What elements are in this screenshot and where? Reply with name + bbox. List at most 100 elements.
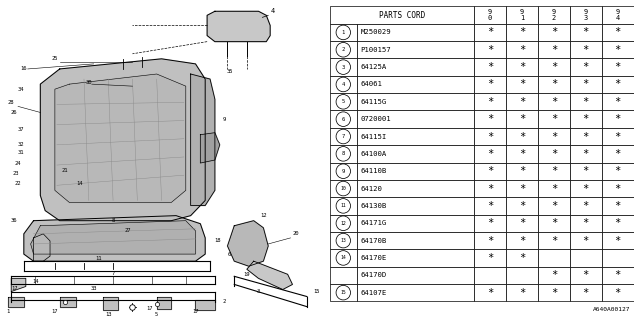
- Text: *: *: [519, 149, 525, 159]
- Text: 20: 20: [292, 231, 299, 236]
- Text: *: *: [487, 253, 493, 263]
- Bar: [474, 110, 506, 128]
- Bar: [538, 163, 570, 180]
- Circle shape: [336, 60, 351, 75]
- Text: *: *: [614, 132, 621, 141]
- Bar: [570, 284, 602, 301]
- Text: *: *: [614, 166, 621, 176]
- Bar: [357, 197, 474, 215]
- Bar: [330, 93, 357, 110]
- Bar: [570, 6, 602, 24]
- Bar: [506, 249, 538, 267]
- Text: *: *: [582, 28, 589, 37]
- Text: 15: 15: [340, 290, 346, 295]
- Text: *: *: [519, 62, 525, 72]
- Text: 36: 36: [11, 218, 17, 223]
- Text: 6: 6: [342, 117, 345, 122]
- Polygon shape: [8, 297, 24, 307]
- Text: 37: 37: [18, 127, 24, 132]
- Bar: [330, 59, 357, 76]
- Circle shape: [336, 181, 351, 196]
- Text: M250029: M250029: [360, 29, 391, 36]
- Bar: [506, 59, 538, 76]
- Bar: [538, 6, 570, 24]
- Text: 2: 2: [342, 47, 345, 52]
- Text: 6: 6: [228, 252, 231, 257]
- Circle shape: [336, 216, 351, 230]
- Text: 32: 32: [18, 142, 24, 147]
- Bar: [570, 93, 602, 110]
- Text: 33: 33: [90, 286, 97, 291]
- Polygon shape: [40, 59, 205, 221]
- Bar: [570, 24, 602, 41]
- Text: 5: 5: [342, 99, 345, 104]
- Bar: [357, 215, 474, 232]
- Text: 9
3: 9 3: [584, 10, 588, 21]
- Bar: [538, 232, 570, 249]
- Text: A640A00127: A640A00127: [593, 307, 630, 312]
- Text: *: *: [487, 62, 493, 72]
- Text: 9: 9: [223, 117, 226, 122]
- Bar: [506, 163, 538, 180]
- Text: *: *: [614, 184, 621, 194]
- Text: 14: 14: [340, 255, 346, 260]
- Text: 3: 3: [342, 65, 345, 70]
- Bar: [538, 284, 570, 301]
- Bar: [357, 232, 474, 249]
- Bar: [602, 110, 634, 128]
- Text: 64115I: 64115I: [360, 133, 387, 140]
- Text: 64170B: 64170B: [360, 237, 387, 244]
- Bar: [330, 110, 357, 128]
- Circle shape: [336, 112, 351, 126]
- Text: 7: 7: [342, 134, 345, 139]
- Bar: [538, 110, 570, 128]
- Text: *: *: [550, 236, 557, 245]
- Text: 64120: 64120: [360, 186, 383, 192]
- Text: *: *: [582, 184, 589, 194]
- Text: *: *: [550, 79, 557, 90]
- Text: 17: 17: [11, 286, 17, 291]
- Text: *: *: [487, 184, 493, 194]
- Bar: [330, 41, 357, 59]
- Text: 22: 22: [15, 181, 21, 186]
- Text: *: *: [487, 79, 493, 90]
- Text: *: *: [519, 218, 525, 228]
- Text: *: *: [582, 45, 589, 55]
- Text: *: *: [614, 97, 621, 107]
- Text: 24: 24: [15, 161, 21, 165]
- Text: 30: 30: [86, 80, 92, 84]
- Bar: [357, 76, 474, 93]
- Bar: [538, 180, 570, 197]
- Text: *: *: [550, 201, 557, 211]
- Text: 13: 13: [340, 238, 346, 243]
- Text: 64110B: 64110B: [360, 168, 387, 174]
- Bar: [474, 128, 506, 145]
- Circle shape: [336, 233, 351, 248]
- Text: *: *: [582, 149, 589, 159]
- Bar: [602, 249, 634, 267]
- Text: 1: 1: [6, 309, 10, 314]
- Bar: [474, 24, 506, 41]
- Text: *: *: [582, 114, 589, 124]
- Text: 11: 11: [95, 256, 102, 260]
- Text: 14: 14: [76, 181, 83, 186]
- Text: *: *: [519, 79, 525, 90]
- Text: *: *: [582, 218, 589, 228]
- Text: 31: 31: [18, 150, 24, 156]
- Bar: [330, 128, 357, 145]
- Bar: [538, 249, 570, 267]
- Text: 64107E: 64107E: [360, 290, 387, 296]
- Bar: [506, 6, 538, 24]
- Bar: [330, 249, 357, 267]
- Text: *: *: [582, 288, 589, 298]
- Text: 2: 2: [223, 299, 226, 304]
- Text: 18: 18: [214, 238, 221, 244]
- Bar: [538, 267, 570, 284]
- Bar: [538, 41, 570, 59]
- Text: *: *: [519, 288, 525, 298]
- Text: 64170D: 64170D: [360, 272, 387, 278]
- Text: *: *: [550, 132, 557, 141]
- Text: 17: 17: [52, 309, 58, 314]
- Text: *: *: [487, 114, 493, 124]
- Bar: [602, 24, 634, 41]
